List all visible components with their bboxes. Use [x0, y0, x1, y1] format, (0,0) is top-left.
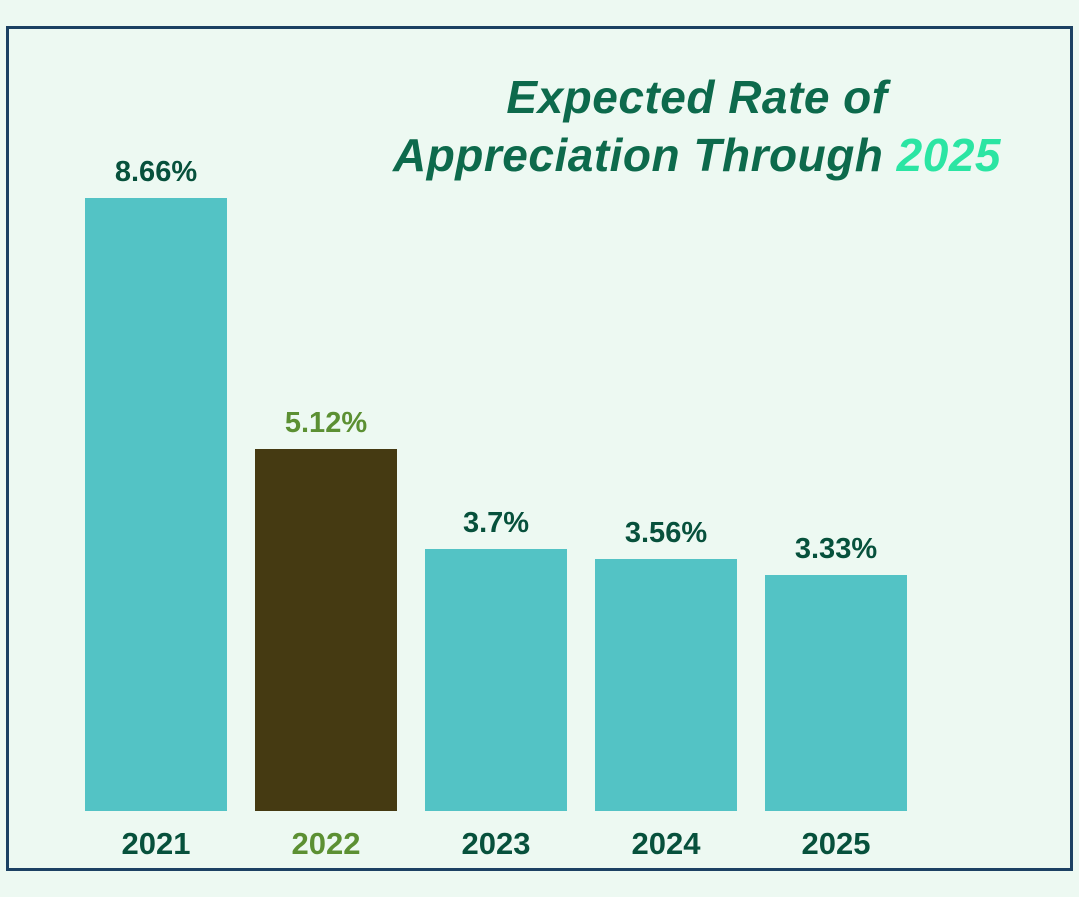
title-line2-text: Appreciation Through	[392, 129, 897, 181]
title-highlight: 2025	[896, 129, 1002, 181]
title-line1: Expected Rate of	[506, 71, 888, 123]
bar-value-label: 3.33%	[794, 533, 878, 565]
bar-year-label: 2025	[801, 826, 871, 861]
bar-year-label: 2022	[291, 826, 361, 861]
bar-value-label: 3.56%	[624, 517, 708, 549]
bar	[595, 559, 737, 811]
title-line2: Appreciation Through 2025	[357, 126, 1037, 184]
bar-group: 3.33% 2025	[765, 532, 907, 861]
bar-group: 8.66% 2021	[85, 155, 227, 861]
bar	[765, 575, 907, 811]
bar-value-label: 8.66%	[114, 156, 198, 188]
bar	[85, 198, 227, 811]
bar	[255, 449, 397, 811]
bar-chart: 8.66% 2021 5.12% 2022 3.7% 2023 3.56% 20…	[85, 155, 907, 861]
bar-group: 3.7% 2023	[425, 506, 567, 861]
bar-value-label: 3.7%	[462, 507, 530, 539]
chart-title: Expected Rate of Appreciation Through 20…	[357, 68, 1037, 184]
bar	[425, 549, 567, 811]
bar-value-label: 5.12%	[284, 407, 368, 439]
bar-year-label: 2021	[121, 826, 191, 861]
bar-year-label: 2023	[461, 826, 531, 861]
bar-group: 3.56% 2024	[595, 516, 737, 861]
bar-group: 5.12% 2022	[255, 406, 397, 861]
bar-year-label: 2024	[631, 826, 701, 861]
